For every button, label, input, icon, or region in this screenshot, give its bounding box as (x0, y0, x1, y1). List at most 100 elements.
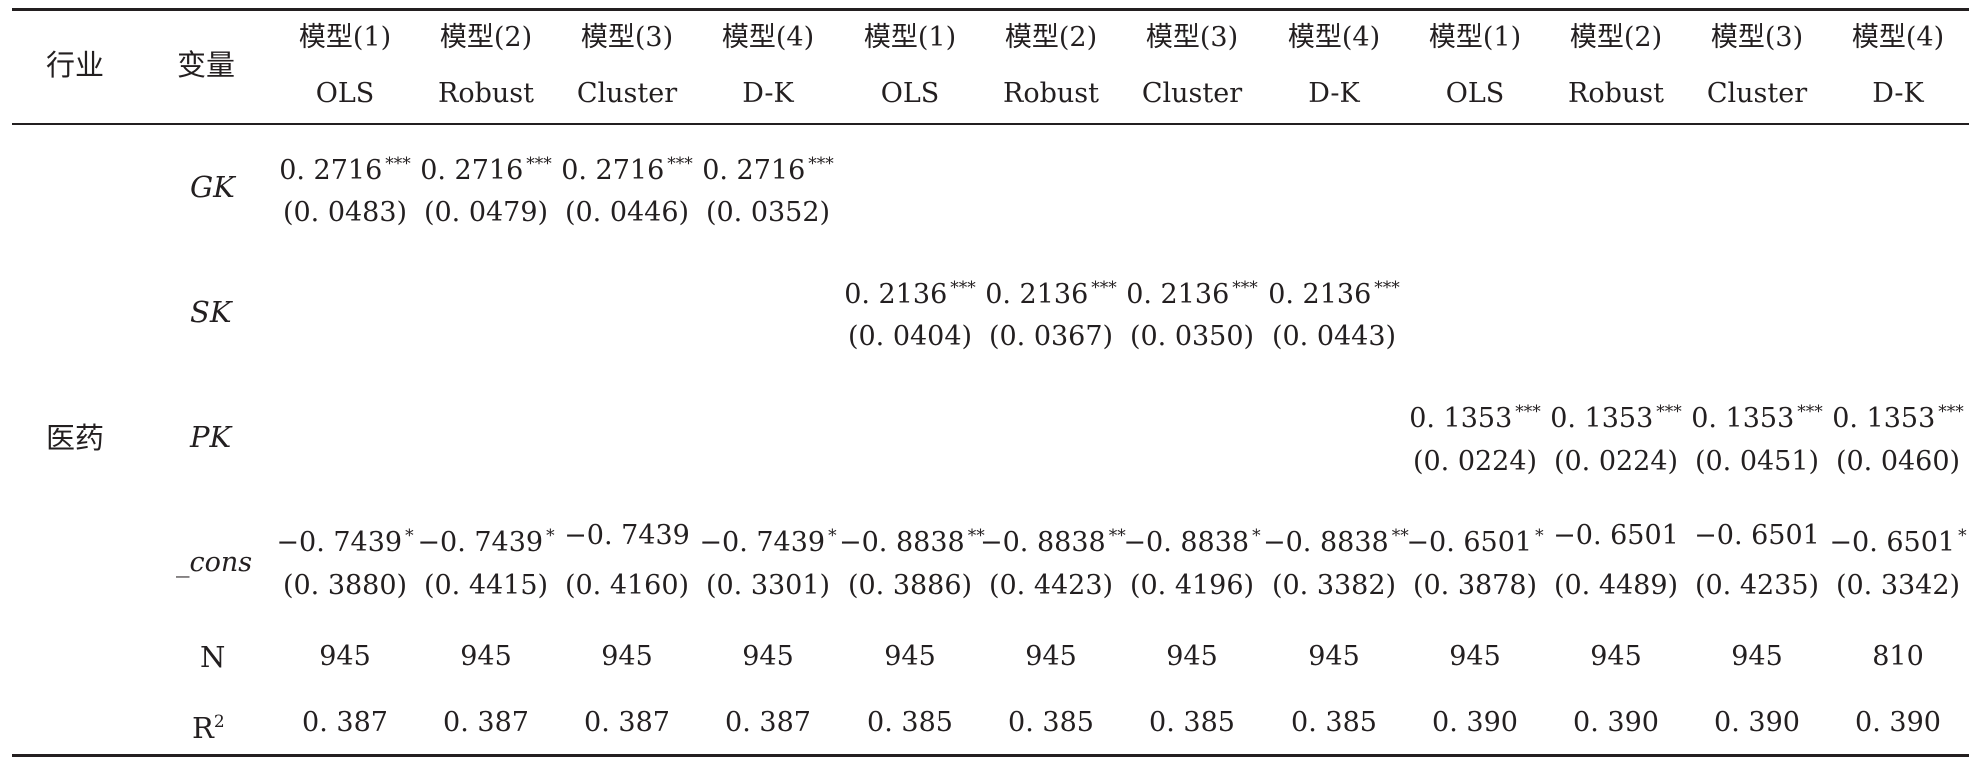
cons-coef-11: −0. 6501 (1686, 520, 1828, 552)
cons-se-10: (0. 4489) (1553, 570, 1679, 601)
n-7: 945 (1166, 641, 1218, 672)
sk-se-5: (0. 0404) (847, 321, 973, 352)
n-10: 945 (1590, 641, 1642, 672)
header-model-3: 模型(3) (580, 22, 674, 53)
cons-coef-value: −0. 7439 (276, 527, 403, 558)
cons-coef-1: −0. 7439 * (274, 520, 416, 559)
cons-coef-value: −0. 6501 (1553, 520, 1679, 551)
r2-12: 0. 390 (1855, 707, 1941, 738)
n-11: 945 (1731, 641, 1783, 672)
r2-9: 0. 390 (1432, 707, 1518, 738)
gk-coef-value: 0. 2716 (561, 155, 665, 186)
significance-stars: *** (1374, 278, 1400, 298)
pk-coef-10: 0. 1353 *** (1545, 396, 1687, 435)
gk-se-3: (0. 0446) (564, 197, 690, 228)
header-method-7: Cluster (1141, 78, 1243, 109)
significance-stars: * (1535, 526, 1544, 546)
r2-7: 0. 385 (1149, 707, 1235, 738)
header-model-2: 模型(2) (439, 22, 533, 53)
header-method-4: D-K (742, 78, 794, 109)
cons-se-6: (0. 4423) (988, 570, 1114, 601)
cons-coef-3: −0. 7439 (556, 520, 698, 552)
pk-coef-value: 0. 1353 (1550, 403, 1654, 434)
n-8: 945 (1308, 641, 1360, 672)
sk-coef-5: 0. 2136 *** (839, 272, 981, 311)
gk-se-4: (0. 0352) (705, 197, 831, 228)
header-method-11: Cluster (1706, 78, 1808, 109)
cons-se-2: (0. 4415) (423, 570, 549, 601)
significance-stars: *** (526, 154, 552, 174)
var-sk: SK (190, 295, 232, 329)
sk-coef-value: 0. 2136 (1268, 279, 1372, 310)
n-5: 945 (884, 641, 936, 672)
var-pk: PK (190, 420, 232, 454)
significance-stars: *** (1656, 402, 1682, 422)
var-r2: R2 (192, 705, 225, 745)
cons-se-8: (0. 3382) (1271, 570, 1397, 601)
r2-3: 0. 387 (584, 707, 670, 738)
cons-se-3: (0. 4160) (564, 570, 690, 601)
pk-se-11: (0. 0451) (1694, 446, 1820, 477)
cons-se-7: (0. 4196) (1129, 570, 1255, 601)
gk-coef-value: 0. 2716 (702, 155, 806, 186)
n-12: 810 (1872, 641, 1924, 672)
gk-coef-value: 0. 2716 (420, 155, 524, 186)
gk-se-1: (0. 0483) (282, 197, 408, 228)
sk-se-8: (0. 0443) (1271, 321, 1397, 352)
r2-1: 0. 387 (302, 707, 388, 738)
significance-stars: *** (1232, 278, 1258, 298)
header-model-7: 模型(3) (1145, 22, 1239, 53)
cons-coef-4: −0. 7439 * (697, 520, 839, 559)
cons-coef-value: −0. 7439 (699, 527, 826, 558)
significance-stars: *** (1515, 402, 1541, 422)
significance-stars: *** (667, 154, 693, 174)
significance-stars: * (546, 526, 555, 546)
sk-coef-7: 0. 2136 *** (1121, 272, 1263, 311)
n-2: 945 (460, 641, 512, 672)
gk-coef-4: 0. 2716 *** (697, 148, 839, 187)
bottom-rule (12, 754, 1969, 757)
header-model-11: 模型(3) (1710, 22, 1804, 53)
header-method-10: Robust (1568, 78, 1664, 109)
top-rule (12, 8, 1969, 11)
gk-coef-value: 0. 2716 (279, 155, 383, 186)
header-industry: 行业 (46, 48, 105, 82)
gk-coef-3: 0. 2716 *** (556, 148, 698, 187)
cons-se-9: (0. 3878) (1412, 570, 1538, 601)
header-method-12: D-K (1872, 78, 1924, 109)
cons-coef-value: −0. 8838 (839, 527, 965, 558)
var-r2-sup: 2 (213, 712, 225, 732)
sk-coef-value: 0. 2136 (985, 279, 1089, 310)
header-variable: 变量 (177, 48, 236, 82)
cons-coef-6: −0. 8838 ** (980, 520, 1126, 559)
significance-stars: *** (1797, 402, 1823, 422)
significance-stars: ** (967, 526, 985, 546)
sk-coef-8: 0. 2136 *** (1263, 272, 1405, 311)
cons-coef-9: −0. 6501 * (1404, 520, 1546, 559)
var-r2-base: R (192, 711, 214, 745)
industry-name: 医药 (46, 421, 105, 455)
cons-coef-2: −0. 7439 * (415, 520, 557, 559)
significance-stars: *** (1938, 402, 1964, 422)
significance-stars: * (1958, 526, 1967, 546)
var-cons: _cons (176, 547, 253, 578)
r2-8: 0. 385 (1291, 707, 1377, 738)
pk-coef-11: 0. 1353 *** (1686, 396, 1828, 435)
cons-coef-value: −0. 6501 (1829, 527, 1956, 558)
cons-coef-5: −0. 8838 ** (839, 520, 985, 559)
pk-coef-value: 0. 1353 (1691, 403, 1795, 434)
header-method-1: OLS (315, 78, 375, 109)
r2-11: 0. 390 (1714, 707, 1800, 738)
header-model-8: 模型(4) (1287, 22, 1381, 53)
header-rule (12, 123, 1969, 125)
r2-5: 0. 385 (867, 707, 953, 738)
significance-stars: *** (385, 154, 411, 174)
var-n: N (200, 640, 226, 674)
gk-coef-1: 0. 2716 *** (274, 148, 416, 187)
significance-stars: * (405, 526, 414, 546)
r2-10: 0. 390 (1573, 707, 1659, 738)
cons-se-4: (0. 3301) (705, 570, 831, 601)
pk-se-9: (0. 0224) (1412, 446, 1538, 477)
gk-se-2: (0. 0479) (423, 197, 549, 228)
cons-coef-value: −0. 6501 (1694, 520, 1820, 551)
